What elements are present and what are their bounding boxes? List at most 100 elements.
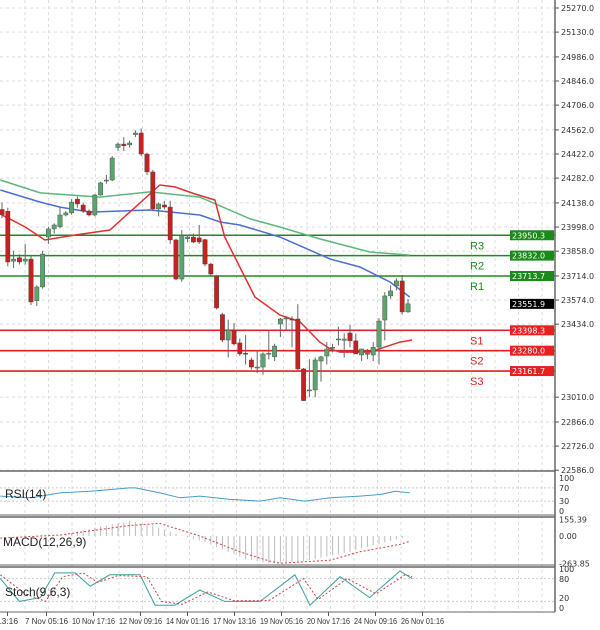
macd-signal-line (0, 522, 410, 564)
candle-body (214, 275, 219, 309)
candle (57, 207, 63, 229)
level-price-tag (510, 366, 554, 377)
candle-body (185, 236, 190, 239)
candle (80, 202, 86, 213)
price-axis-label: 23574.0 (561, 296, 594, 305)
candle (115, 142, 121, 151)
moving-average-mid (0, 189, 411, 298)
candle (289, 316, 295, 348)
candle-body (63, 212, 69, 216)
time-axis-label: 24 Nov 09:16 (354, 617, 397, 626)
candle-body (376, 320, 382, 348)
candlesticks (0, 128, 411, 401)
candle-body (382, 295, 388, 321)
candle-body (272, 345, 277, 358)
time-axis-label: 19 Nov 05:16 (260, 617, 303, 626)
rsi-axis-label: 100 (559, 474, 574, 483)
candle (144, 152, 150, 176)
candle (156, 202, 161, 217)
candle (324, 342, 330, 365)
candle (254, 350, 260, 374)
candle (312, 357, 318, 398)
candle (382, 292, 388, 341)
time-axis-bg (0, 613, 600, 630)
time-axis-label: 20 Nov 17:16 (307, 617, 350, 626)
candle (5, 207, 11, 267)
candle-body (156, 203, 161, 210)
candle (347, 324, 353, 348)
candle-body (179, 235, 185, 280)
candle (260, 352, 266, 375)
current-price-text: 23551.9 (512, 300, 545, 309)
candle (92, 193, 98, 217)
candle-body (324, 348, 330, 357)
candle (196, 224, 202, 244)
price-axis-label: 23434.0 (561, 320, 594, 329)
candle (127, 140, 133, 148)
price-tags: 23950.3 23832.0 23713.7 23398.3 23280.0 23161… (510, 230, 554, 377)
candle-body (86, 210, 92, 216)
candle (0, 202, 5, 219)
candle (74, 196, 80, 208)
candle-body (92, 194, 98, 216)
candle (22, 243, 28, 265)
candle (278, 317, 283, 337)
price-axis-label: 24138.0 (561, 199, 594, 208)
candle (237, 338, 243, 356)
stoch-axis-label: 20 (559, 594, 569, 603)
candle-body (341, 338, 347, 341)
candle-body (405, 303, 411, 313)
candle (231, 323, 237, 346)
price-axis-label: 25270.0 (561, 4, 594, 13)
candle-body (5, 210, 11, 263)
candle (167, 200, 173, 244)
candle-body (127, 142, 133, 146)
candle (359, 348, 364, 362)
candle (150, 169, 156, 212)
price-axis-label: 24706.0 (561, 101, 594, 110)
candle (161, 200, 167, 210)
candle (341, 333, 347, 358)
time-axis-label: 26 Nov 01:16 (401, 617, 444, 626)
level-price-tag (510, 325, 554, 336)
candle (376, 317, 382, 365)
candle-body (243, 353, 248, 355)
macd-axis-label: 155.39 (559, 516, 587, 525)
candle-body (22, 258, 28, 262)
candle (40, 250, 46, 289)
candle (225, 319, 231, 358)
level-price-tag-text: 23713.7 (512, 272, 545, 281)
candle-body (11, 258, 16, 262)
candle-body (190, 236, 196, 243)
candle (208, 262, 214, 277)
candle (28, 255, 34, 306)
price-axis-label: 24422.0 (561, 150, 594, 159)
candle (185, 235, 190, 243)
candle-body (46, 228, 51, 238)
candle-body (121, 143, 127, 146)
price-axis-label: 23998.0 (561, 223, 594, 232)
level-price-tag-text: 23950.3 (512, 231, 545, 240)
price-axis-label: 24846.0 (561, 77, 594, 86)
candle-body (80, 204, 86, 212)
candle-body (353, 340, 359, 355)
level-price-tag (510, 230, 554, 241)
candle-body (219, 314, 225, 341)
time-axis-label: 12 Nov 09:16 (119, 617, 162, 626)
candle-body (144, 153, 150, 173)
time-axis-label: 13:16 (0, 617, 19, 626)
candle (399, 274, 405, 315)
level-label-s3: S3 (470, 376, 483, 388)
candle (388, 285, 393, 300)
time-axis-label: 14 Nov 01:16 (166, 617, 209, 626)
candle-body (359, 348, 364, 356)
candle-body (202, 239, 208, 265)
candle-body (336, 338, 341, 341)
candle-body (17, 257, 22, 263)
price-axis-label: 23010.0 (561, 393, 594, 402)
candle (11, 250, 16, 269)
candle-body (330, 347, 335, 349)
candle-body (254, 366, 260, 369)
